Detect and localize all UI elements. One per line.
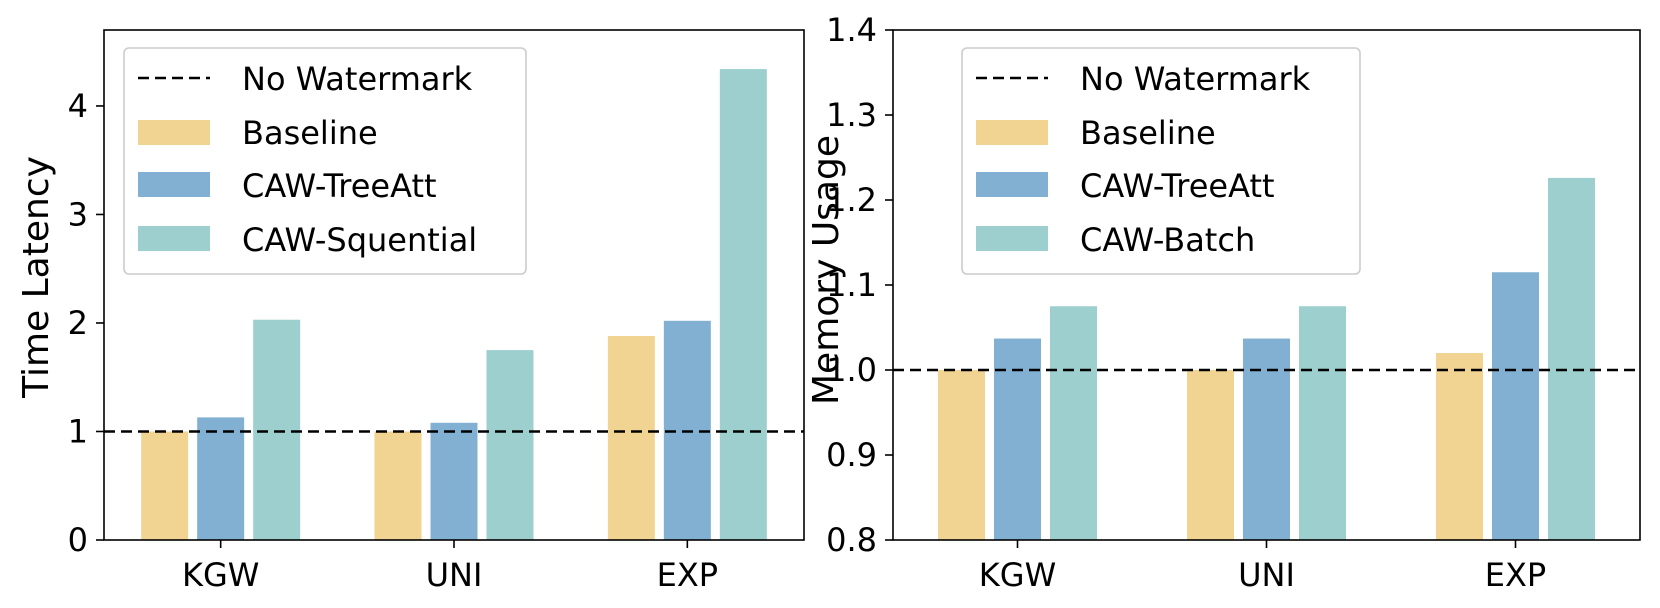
- c1-y-tick-label-4: 1.2: [826, 181, 877, 219]
- c0-legend-swatch-baseline: [138, 120, 210, 145]
- c0-y-ticks: 0 1 2 3 4: [68, 87, 104, 559]
- c0-bar-caw-squential-kgw: [253, 319, 301, 540]
- c0-y-tick-label-1: 1: [68, 412, 88, 450]
- c1-bar-caw-treeatt-exp: [1492, 272, 1539, 540]
- c0-bars: [141, 69, 767, 540]
- c0-legend-swatch-caw-treeatt: [138, 172, 210, 197]
- c0-bar-caw-squential-exp: [719, 69, 767, 540]
- c1-legend-label-caw-treeatt: CAW-TreeAtt: [1080, 167, 1275, 205]
- c0-x-tick-label-exp: EXP: [657, 556, 718, 594]
- c1-x-tick-label-uni: UNI: [1238, 556, 1295, 594]
- c0-y-tick-label-4: 4: [68, 87, 88, 125]
- c0-x-ticks: KGW UNI EXP: [182, 540, 718, 594]
- c1-y-ticks: 0.8 0.9 1.0 1.1 1.2 1.3 1.4: [826, 11, 893, 559]
- c1-y-tick-label-3: 1.1: [826, 266, 877, 304]
- c1-bar-caw-treeatt-uni: [1243, 338, 1290, 540]
- c1-legend-swatch-caw-treeatt: [976, 172, 1048, 197]
- c1-x-tick-label-exp: EXP: [1485, 556, 1546, 594]
- c0-legend-label-baseline: Baseline: [242, 114, 378, 152]
- c1-y-tick-label-5: 1.3: [826, 96, 877, 134]
- c0-legend-label-caw-treeatt: CAW-TreeAtt: [242, 167, 437, 205]
- c0-bar-baseline-uni: [374, 431, 422, 540]
- c1-legend-swatch-caw-batch: [976, 226, 1048, 251]
- c1-y-tick-label-6: 1.4: [826, 11, 877, 49]
- c0-x-tick-label-uni: UNI: [426, 556, 483, 594]
- c1-bar-caw-batch-uni: [1299, 306, 1346, 540]
- c0-bar-caw-treeatt-kgw: [197, 417, 245, 540]
- c1-y-tick-label-0: 0.8: [826, 521, 877, 559]
- c1-legend-box: [961, 47, 1361, 275]
- c1-legend-swatch-baseline: [976, 120, 1048, 145]
- c1-legend: No Watermark Baseline CAW-TreeAtt CAW-Ba…: [961, 47, 1361, 275]
- c0-legend: No Watermark Baseline CAW-TreeAtt CAW-Sq…: [123, 47, 527, 275]
- c1-x-tick-label-kgw: KGW: [979, 556, 1056, 594]
- c0-y-tick-label-0: 0: [68, 521, 88, 559]
- c0-y-tick-label-2: 2: [68, 304, 88, 342]
- c1-legend-label-no-watermark: No Watermark: [1080, 60, 1311, 98]
- c1-bar-caw-batch-kgw: [1050, 306, 1097, 540]
- c1-y-tick-label-2: 1.0: [826, 351, 877, 389]
- c1-legend-label-caw-batch: CAW-Batch: [1080, 221, 1255, 259]
- c0-bar-caw-squential-uni: [486, 350, 534, 540]
- c0-bar-baseline-kgw: [141, 431, 189, 540]
- c1-bars: [938, 177, 1595, 540]
- c1-bar-caw-batch-exp: [1548, 177, 1595, 540]
- c1-bar-baseline-kgw: [938, 370, 985, 540]
- c1-y-tick-label-1: 0.9: [826, 436, 877, 474]
- memory-usage-chart: 0.8 0.9 1.0 1.1 1.2 1.3 1.4 KGW UNI EXP Memory U…: [806, 11, 1641, 594]
- c0-legend-box: [123, 47, 527, 275]
- c1-bar-caw-treeatt-kgw: [994, 338, 1041, 540]
- c0-y-tick-label-3: 3: [68, 195, 88, 233]
- c0-x-tick-label-kgw: KGW: [182, 556, 259, 594]
- c1-bar-baseline-uni: [1187, 370, 1234, 540]
- c0-legend-label-caw-squential: CAW-Squential: [242, 221, 477, 259]
- time-latency-chart: 0 1 2 3 4 KGW UNI EXP Time Latency No Watermar…: [16, 29, 805, 594]
- c0-legend-label-no-watermark: No Watermark: [242, 60, 473, 98]
- c0-legend-swatch-caw-squential: [138, 226, 210, 251]
- c1-bar-baseline-exp: [1436, 353, 1483, 540]
- c0-bar-caw-treeatt-uni: [430, 422, 478, 540]
- c1-x-ticks: KGW UNI EXP: [979, 540, 1546, 594]
- c1-legend-label-baseline: Baseline: [1080, 114, 1216, 152]
- c1-y-axis-label: Memory Usage: [806, 135, 847, 405]
- c0-bar-baseline-exp: [607, 336, 655, 540]
- c0-y-axis-label: Time Latency: [16, 156, 57, 399]
